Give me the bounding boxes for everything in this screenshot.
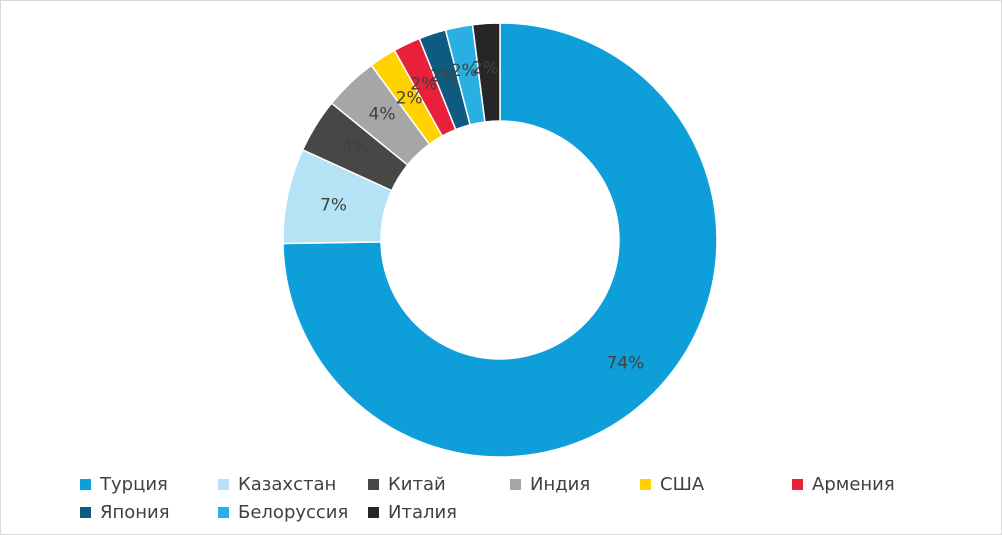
- legend-item-9: Италия: [368, 498, 457, 526]
- legend-label: США: [660, 473, 705, 495]
- legend-label: Италия: [388, 501, 458, 523]
- chart-legend: Турция Казахстан Китай Индия США Армения Япон…: [80, 470, 960, 526]
- legend-label: Китай: [388, 473, 446, 495]
- legend-swatch: [80, 478, 91, 490]
- legend-label: Армения: [812, 473, 895, 495]
- value-label-4: 4%: [369, 104, 396, 124]
- donut-value-labels: 74%7%4%4%2%2%2%2%2%: [320, 58, 644, 373]
- donut-slice-1: [282, 22, 718, 458]
- legend-row: Япония Белоруссия Италия: [80, 498, 960, 526]
- legend-label: Белоруссия: [238, 501, 349, 523]
- value-label-6: 2%: [410, 74, 437, 94]
- value-label-8: 2%: [451, 61, 478, 81]
- value-label-3: 4%: [342, 137, 369, 157]
- legend-label: Япония: [100, 501, 170, 523]
- value-label-9: 2%: [472, 58, 499, 78]
- donut-slices: [282, 22, 718, 458]
- legend-swatch: [218, 506, 229, 518]
- legend-label: Турция: [100, 473, 168, 495]
- donut-slice-9: [471, 22, 501, 123]
- legend-swatch: [640, 478, 651, 490]
- legend-swatch: [368, 506, 379, 518]
- value-label-7: 2%: [430, 66, 457, 86]
- legend-item-6: Армения: [792, 470, 895, 498]
- legend-item-7: Япония: [80, 498, 170, 526]
- legend-item-2: Казахстан: [218, 470, 336, 498]
- value-label-5: 2%: [396, 89, 423, 109]
- legend-row: Турция Казахстан Китай Индия США Армения: [80, 470, 960, 498]
- legend-item-5: США: [640, 470, 704, 498]
- legend-item-3: Китай: [368, 470, 446, 498]
- legend-swatch: [218, 478, 229, 490]
- legend-item-8: Белоруссия: [218, 498, 348, 526]
- legend-swatch: [510, 478, 521, 490]
- legend-label: Индия: [530, 473, 591, 495]
- legend-swatch: [368, 478, 379, 490]
- value-label-2: 7%: [320, 196, 347, 216]
- value-label-1: 74%: [607, 354, 645, 374]
- legend-swatch: [792, 478, 803, 490]
- legend-label: Казахстан: [238, 473, 337, 495]
- legend-item-4: Индия: [510, 470, 590, 498]
- legend-item-1: Турция: [80, 470, 168, 498]
- legend-swatch: [80, 506, 91, 518]
